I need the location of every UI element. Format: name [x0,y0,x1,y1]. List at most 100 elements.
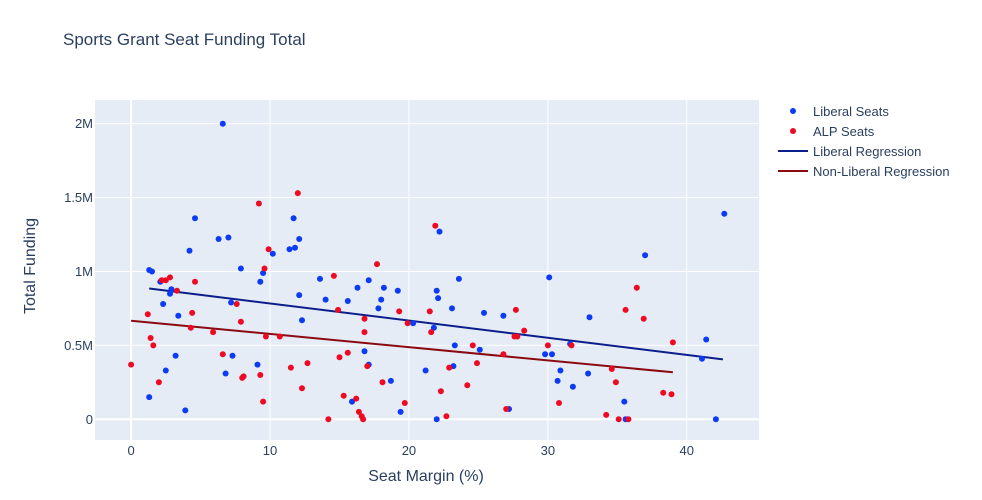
alp-seats-point[interactable] [192,278,198,285]
liberal-seats-point[interactable] [549,351,555,358]
alp-seats-point[interactable] [240,373,247,380]
liberal-seats-point[interactable] [380,284,387,291]
liberal-seats-point[interactable] [449,305,455,312]
liberal-seats-point[interactable] [257,278,264,285]
alp-seats-point[interactable] [556,400,562,406]
liberal-seats-point[interactable] [228,299,235,306]
liberal-seats-point[interactable] [290,215,297,222]
alp-seats-point[interactable] [364,363,371,370]
alp-seats-point[interactable] [446,364,453,371]
liberal-seats-point[interactable] [436,228,443,235]
alp-seats-point[interactable] [668,391,675,398]
liberal-seats-point[interactable] [546,274,553,281]
liberal-seats-point[interactable] [349,398,355,405]
liberal-seats-point[interactable] [481,309,487,316]
liberal-seats-point[interactable] [569,383,576,390]
alp-seats-point[interactable] [325,416,332,423]
liberal-seats-point[interactable] [554,377,561,384]
liberal-seats-point[interactable] [149,268,155,275]
alp-seats-point[interactable] [155,379,162,386]
liberal-seats-point[interactable] [229,352,236,359]
alp-seats-point[interactable] [544,342,551,349]
alp-seats-point[interactable] [355,408,362,415]
alp-seats-point[interactable] [336,354,343,361]
alp-seats-point[interactable] [144,311,151,318]
alp-seats-point[interactable] [426,308,433,315]
liberal-seats-point[interactable] [317,275,323,282]
alp-seats-point[interactable] [521,327,528,334]
liberal-seats-point[interactable] [219,120,226,127]
liberal-seats-point[interactable] [296,236,303,242]
liberal-seats-point[interactable] [586,314,593,321]
alp-seats-point[interactable] [500,351,507,358]
liberal-seats-point[interactable] [225,234,232,241]
alp-seats-point[interactable] [361,315,368,322]
alp-seats-point[interactable] [612,379,619,386]
liberal-seats-point[interactable] [175,312,182,319]
alp-seats-point[interactable] [265,246,272,253]
alp-seats-point[interactable] [128,361,135,368]
liberal-seats-point[interactable] [451,342,458,349]
alp-seats-point[interactable] [219,351,226,358]
liberal-seats-point[interactable] [254,361,261,368]
alp-seats-point[interactable] [340,392,347,399]
liberal-seats-point[interactable] [146,394,153,401]
alp-seats-point[interactable] [361,329,368,336]
alp-seats-point[interactable] [158,277,165,284]
liberal-seats-point[interactable] [397,408,404,415]
alp-seats-point[interactable] [669,339,676,346]
alp-seats-point[interactable] [174,287,180,294]
alp-seats-point[interactable] [344,349,351,356]
liberal-seats-point[interactable] [721,210,728,217]
alp-seats-point[interactable] [287,364,294,371]
alp-seats-point[interactable] [428,329,435,336]
alp-seats-point[interactable] [210,329,217,336]
liberal-seats-point[interactable] [375,305,382,312]
alp-seats-point[interactable] [304,360,311,367]
alp-seats-point[interactable] [432,222,439,229]
alp-seats-point[interactable] [261,265,268,272]
liberal-seats-point[interactable] [387,377,394,384]
liberal-seats-point[interactable] [557,367,564,374]
alp-seats-point[interactable] [330,272,337,279]
liberal-seats-point[interactable] [430,324,437,331]
liberal-seats-point[interactable] [269,250,276,257]
liberal-seats-point[interactable] [621,398,628,405]
liberal-seats-point[interactable] [186,247,193,254]
alp-seats-point[interactable] [437,388,444,395]
alp-seats-point[interactable] [608,366,615,372]
alp-seats-point[interactable] [625,416,632,423]
legend-item-alp-seats[interactable]: ALP Seats [778,121,950,141]
alp-seats-point[interactable] [640,315,647,322]
alp-seats-point[interactable] [633,284,640,291]
alp-seats-point[interactable] [404,320,411,327]
alp-seats-point[interactable] [603,411,610,418]
alp-seats-point[interactable] [374,261,380,268]
alp-seats-point[interactable] [622,306,629,313]
alp-seats-point[interactable] [379,379,386,386]
alp-seats-point[interactable] [260,398,267,405]
liberal-seats-point[interactable] [699,355,705,362]
alp-seats-point[interactable] [464,382,471,389]
alp-seats-point[interactable] [568,342,575,349]
liberal-seats-point[interactable] [237,265,244,272]
alp-seats-point[interactable] [335,306,342,313]
alp-seats-point[interactable] [615,416,622,423]
alp-seats-point[interactable] [660,389,667,396]
alp-seats-point[interactable] [474,360,480,367]
alp-seats-point[interactable] [233,301,240,307]
alp-seats-point[interactable] [189,309,196,316]
alp-seats-point[interactable] [469,342,476,349]
liberal-seats-point[interactable] [160,301,167,307]
liberal-seats-point[interactable] [542,351,549,358]
liberal-seats-point[interactable] [433,416,440,423]
alp-seats-point[interactable] [443,413,450,420]
liberal-seats-point[interactable] [192,215,198,222]
alp-seats-point[interactable] [237,318,244,325]
liberal-seats-point[interactable] [585,370,592,377]
liberal-seats-point[interactable] [712,416,719,423]
legend-item-liberal-seats[interactable]: Liberal Seats [778,101,950,121]
alp-seats-point[interactable] [360,416,367,423]
liberal-seats-point[interactable] [433,287,440,294]
alp-seats-point[interactable] [167,274,173,281]
